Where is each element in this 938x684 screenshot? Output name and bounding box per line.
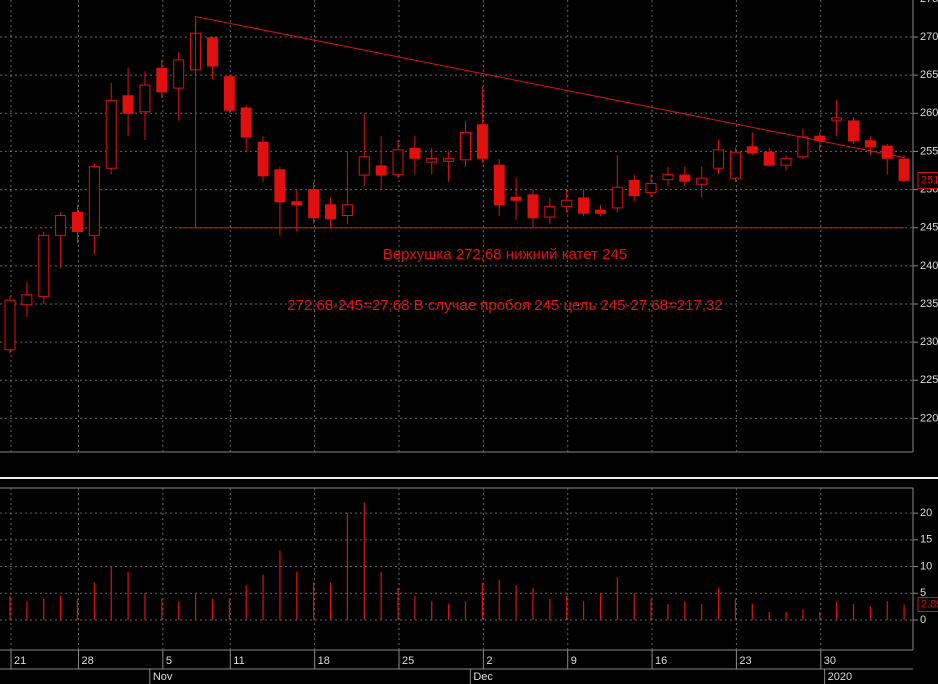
x-tick-label: 30: [824, 655, 836, 667]
volume-marker-label: 2.89: [921, 598, 938, 610]
candle-body: [527, 194, 539, 219]
candle-body: [780, 157, 792, 166]
volume-tick-label: 5: [920, 587, 926, 599]
candle-body: [274, 169, 286, 203]
month-label: Nov: [153, 671, 173, 683]
y-tick-label: 260: [920, 107, 938, 119]
volume-tick-label: 10: [920, 560, 932, 572]
volume-tick-label: 0: [920, 614, 926, 626]
price-marker: [917, 171, 938, 189]
x-tick-label: 16: [655, 655, 667, 667]
candle-body: [358, 156, 370, 176]
candle-body: [510, 196, 522, 201]
candle-body: [308, 189, 320, 219]
candle-body: [594, 209, 606, 214]
trend-line: [195, 16, 905, 159]
volume-tick-label: 15: [920, 534, 932, 546]
candle-body: [729, 151, 741, 179]
candle-body: [459, 131, 471, 161]
x-tick-label: 21: [14, 655, 26, 667]
candle-body: [831, 117, 843, 121]
x-tick-label: 11: [233, 655, 244, 667]
candle-body: [797, 136, 809, 158]
y-tick-label: 265: [920, 69, 938, 81]
y-tick-label: 255: [920, 145, 938, 157]
candle-body: [443, 157, 455, 162]
candle-body: [139, 84, 151, 113]
x-tick-label: 23: [739, 655, 751, 667]
candle-body: [561, 199, 573, 207]
candle-body: [392, 149, 404, 175]
x-tick-label: 9: [571, 655, 577, 667]
candle-body: [713, 149, 725, 169]
candle-body: [881, 145, 893, 159]
x-tick-label: 28: [81, 655, 93, 667]
candle-body: [696, 177, 708, 185]
candle-body: [240, 107, 252, 138]
annotation: 272,68-245=27,68 В случае пробоя 245 цел…: [287, 297, 722, 314]
candle-body: [71, 211, 83, 233]
y-tick-label: 220: [920, 412, 938, 424]
candle-body: [848, 120, 859, 142]
candle-body: [476, 124, 488, 159]
x-tick-label: 2: [486, 655, 492, 667]
y-tick-label: 270: [920, 31, 938, 43]
candle-body: [223, 76, 235, 111]
candle-body: [156, 67, 168, 93]
x-tick-label: 18: [318, 655, 330, 667]
candle-body: [38, 234, 50, 297]
candle-body: [662, 173, 674, 181]
annotation: Верхушка 272,68 нижний катет 245: [383, 246, 627, 263]
candle-body: [578, 197, 590, 214]
candle-body: [409, 147, 421, 159]
candle-body: [426, 157, 438, 163]
candle-body: [257, 141, 269, 177]
candle-body: [493, 164, 505, 206]
candle-body: [105, 99, 117, 169]
y-tick-label: 235: [920, 298, 938, 310]
candle-body: [864, 140, 876, 148]
candle-body: [88, 166, 100, 236]
candle-body: [325, 204, 337, 220]
candle-body: [628, 179, 640, 197]
y-tick-label: 245: [920, 222, 938, 234]
candle-body: [746, 146, 758, 154]
month-label: Dec: [473, 671, 493, 683]
x-tick-label: 5: [166, 655, 172, 667]
x-tick-label: 25: [402, 655, 414, 667]
candle-body: [898, 158, 910, 181]
candle-body: [679, 174, 691, 182]
candle-body: [173, 59, 185, 89]
candle-body: [544, 205, 556, 218]
price-marker-label: 251: [921, 174, 938, 186]
candle-body: [21, 294, 33, 306]
candle-body: [763, 151, 775, 166]
candle-body: [375, 165, 387, 176]
candle-body: [645, 182, 657, 194]
volume-marker: [917, 597, 938, 613]
y-tick-label: 225: [920, 374, 938, 386]
y-tick-label: 240: [920, 260, 938, 272]
y-tick-label: 275: [920, 0, 938, 5]
candle-body: [4, 299, 16, 351]
candle-body: [55, 215, 67, 236]
volume-tick-label: 20: [920, 507, 932, 519]
candle-body: [206, 37, 218, 67]
candle-body: [341, 204, 353, 217]
y-tick-label: 230: [920, 336, 938, 348]
month-label: 2020: [828, 671, 852, 683]
candle-body: [291, 201, 303, 206]
candle-body: [122, 95, 134, 114]
candle-body: [611, 186, 623, 209]
